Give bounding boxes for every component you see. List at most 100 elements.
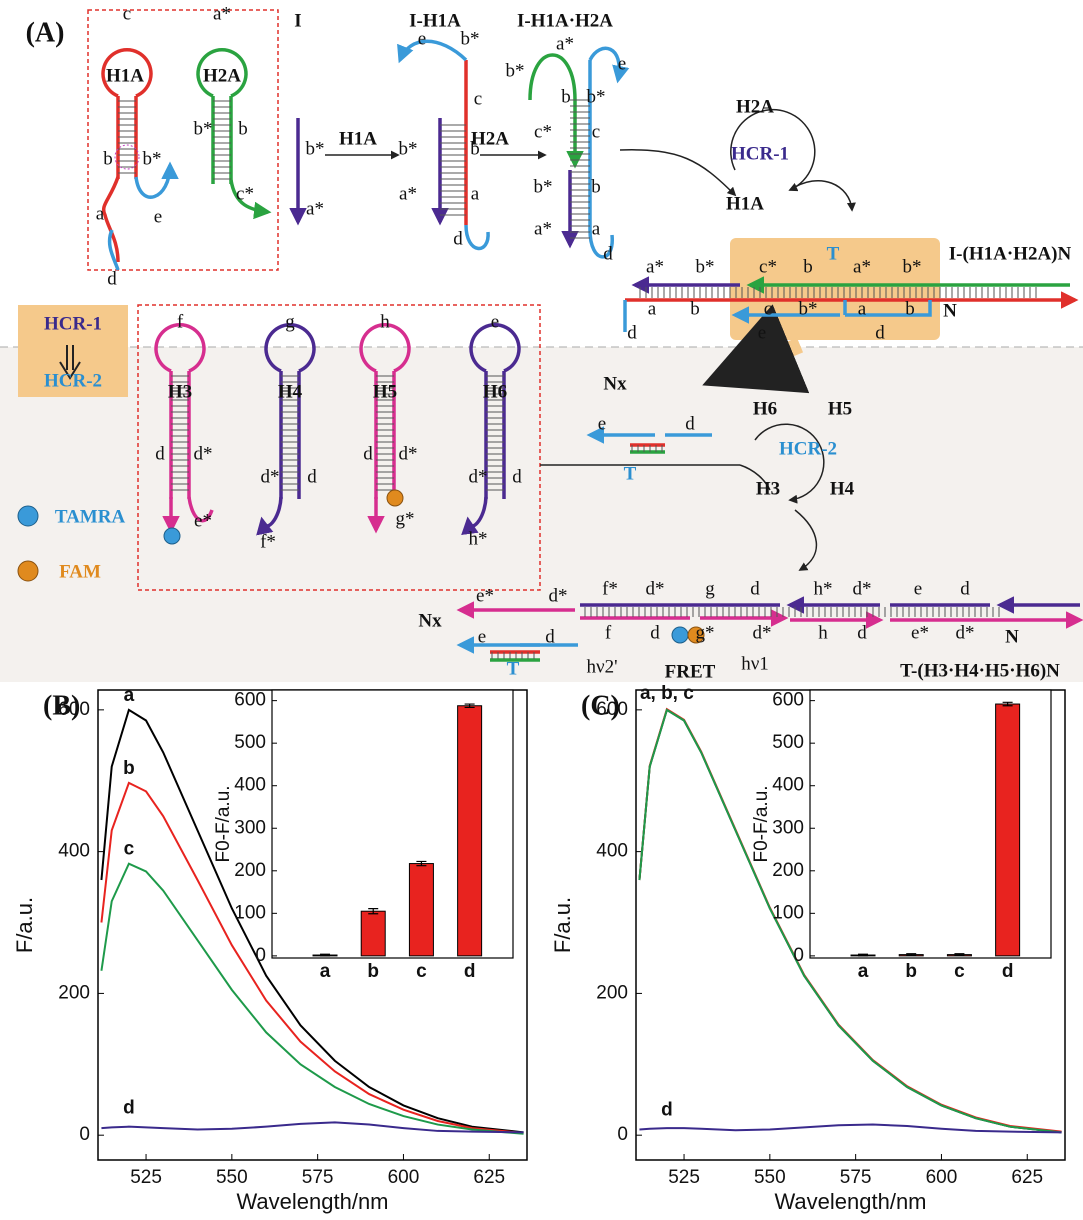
diagram-label: d*: [853, 578, 872, 599]
diagram-label: a*: [399, 183, 417, 204]
y-tick-label: 600: [58, 699, 90, 720]
diagram-label: FRET: [665, 661, 716, 682]
diagram-label: b: [238, 118, 248, 139]
diagram-label: e: [154, 206, 162, 227]
diagram-label: H5: [828, 398, 852, 419]
x-tick-label: 550: [216, 1167, 248, 1188]
diagram-label: c*: [534, 121, 552, 142]
diagram-label: c*: [759, 256, 777, 277]
diagram-label: d*: [956, 622, 975, 643]
bar: [409, 864, 433, 956]
diagram-label: H2A: [471, 128, 509, 149]
diagram-label: TAMRA: [55, 506, 126, 527]
page: {"diagram":{"labels":["(A)","c","H1A","a…: [0, 0, 1083, 1220]
diagram-label: I-(H1A·H2A)N: [949, 243, 1072, 264]
diagram-label: d*: [469, 466, 488, 487]
diagram-label: H4: [278, 381, 303, 402]
diagram-label: d: [603, 243, 613, 264]
inset-x-tick-label: b: [367, 961, 379, 982]
diagram-label: H1A: [726, 193, 764, 214]
y-tick-label: 400: [58, 841, 90, 862]
inset-y-tick-label: 500: [234, 732, 266, 753]
inset-y-tick-label: 200: [234, 860, 266, 881]
bar: [458, 706, 482, 956]
diagram-label: H6: [753, 398, 777, 419]
diagram-label: g: [285, 311, 295, 332]
diagram-label: d: [545, 626, 555, 647]
diagram-label: e: [618, 53, 626, 74]
inset-y-tick-label: 600: [234, 690, 266, 711]
y-tick-label: 400: [596, 841, 628, 862]
diagram-label: b*: [306, 138, 325, 159]
diagram-label: d: [960, 578, 970, 599]
reaction-arrow: [620, 150, 735, 195]
diagram-label: H5: [373, 381, 397, 402]
inset-x-tick-label: d: [1002, 961, 1014, 982]
inset-y-tick-label: 100: [234, 902, 266, 923]
y-axis-label: F/a.u.: [550, 897, 575, 953]
fam-dye: [387, 490, 403, 506]
inset-y-label: F0-F/a.u.: [751, 785, 772, 862]
x-tick-label: 525: [130, 1167, 162, 1188]
diagram-label: e: [598, 413, 606, 434]
diagram-label: b: [803, 256, 813, 277]
x-axis-label: Wavelength/nm: [236, 1189, 388, 1214]
diagram-label: a: [648, 298, 657, 319]
inset-y-tick-label: 300: [772, 817, 804, 838]
diagram-label: d: [155, 443, 165, 464]
diagram-label: e: [914, 578, 922, 599]
diagram-label: d*: [549, 585, 568, 606]
diagram-label: a*: [534, 218, 552, 239]
diagram-label: e: [418, 28, 426, 49]
diagram-label: f*: [260, 531, 276, 552]
diagram-label: b*: [194, 118, 213, 139]
diagram-label: b*: [143, 148, 162, 169]
diagram-label: H1A: [339, 128, 377, 149]
x-tick-label: 625: [473, 1167, 505, 1188]
inset-x-tick-label: b: [905, 961, 917, 982]
reaction-arrow: [790, 181, 852, 210]
diagram-label: N: [943, 300, 957, 321]
diagram-label: e*: [194, 510, 212, 531]
diagram-label: HCR-1: [44, 313, 102, 334]
x-tick-label: 575: [840, 1167, 872, 1188]
diagram-label: c: [592, 121, 600, 142]
inset-y-tick-label: 300: [234, 817, 266, 838]
diagram-label: f: [605, 622, 612, 643]
inset-y-tick-label: 0: [793, 945, 804, 966]
diagram-label: b*: [461, 28, 480, 49]
diagram-label: b: [690, 298, 700, 319]
inset-y-tick-label: 600: [772, 690, 804, 711]
annotation: a, b, c: [640, 683, 694, 704]
diagram-label: d*: [399, 443, 418, 464]
inset-y-tick-label: 400: [772, 775, 804, 796]
tamra-dye: [672, 627, 688, 643]
bar: [996, 704, 1020, 956]
diagram-label: HCR-2: [779, 438, 837, 459]
diagram-label: h: [380, 311, 390, 332]
diagram-label: FAM: [59, 561, 101, 582]
inset-x-tick-label: c: [954, 961, 965, 982]
diagram-label: b*: [506, 60, 525, 81]
x-tick-label: 625: [1011, 1167, 1043, 1188]
series-label: d: [661, 1100, 673, 1121]
diagram-label: d: [685, 413, 695, 434]
diagram-label: H2A: [736, 96, 774, 117]
diagram-label: c: [474, 88, 482, 109]
diagram-label: b: [561, 86, 571, 107]
diagram-label: e: [758, 322, 766, 343]
inset-y-label: F0-F/a.u.: [213, 785, 234, 862]
diagram-label: (A): [26, 17, 65, 48]
inset-x-tick-label: d: [464, 961, 476, 982]
diagram-label: H3: [756, 478, 780, 499]
strand: [136, 165, 170, 197]
diagram-label: d: [512, 466, 522, 487]
diagram-label: H1A: [106, 65, 144, 86]
y-axis-label: F/a.u.: [12, 897, 37, 953]
strand: [530, 55, 575, 165]
inset-x-tick-label: a: [858, 961, 869, 982]
diagram-label: e: [491, 311, 499, 332]
x-tick-label: 525: [668, 1167, 700, 1188]
diagram-label: a: [96, 203, 105, 224]
diagram-label: a: [858, 298, 867, 319]
